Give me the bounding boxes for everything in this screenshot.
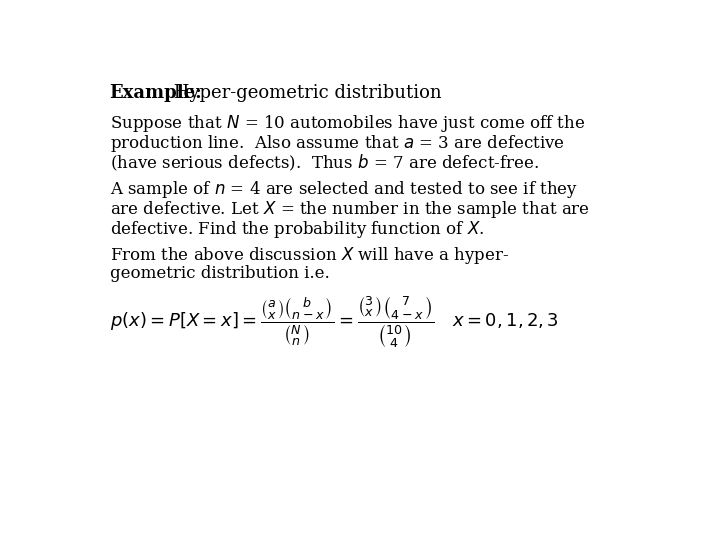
- Text: geometric distribution i.e.: geometric distribution i.e.: [109, 265, 329, 281]
- Text: are defective. Let $X$ = the number in the sample that are: are defective. Let $X$ = the number in t…: [109, 199, 590, 220]
- Text: Example:: Example:: [109, 84, 202, 102]
- Text: Hyper-geometric distribution: Hyper-geometric distribution: [168, 84, 442, 102]
- Text: A sample of $n$ = 4 are selected and tested to see if they: A sample of $n$ = 4 are selected and tes…: [109, 179, 577, 200]
- Text: production line.  Also assume that $a$ = 3 are defective: production line. Also assume that $a$ = …: [109, 133, 564, 154]
- Text: (have serious defects).  Thus $b$ = 7 are defect-free.: (have serious defects). Thus $b$ = 7 are…: [109, 153, 539, 173]
- Text: From the above discussion $X$ will have a hyper-: From the above discussion $X$ will have …: [109, 245, 508, 266]
- Text: $p(x) = P[X = x] = \dfrac{\binom{a}{x}\binom{b}{n-x}}{\binom{N}{n}} = \dfrac{\bi: $p(x) = P[X = x] = \dfrac{\binom{a}{x}\b…: [109, 294, 559, 350]
- Text: Suppose that $N$ = 10 automobiles have just come off the: Suppose that $N$ = 10 automobiles have j…: [109, 113, 585, 134]
- Text: defective. Find the probability function of $X$.: defective. Find the probability function…: [109, 219, 484, 240]
